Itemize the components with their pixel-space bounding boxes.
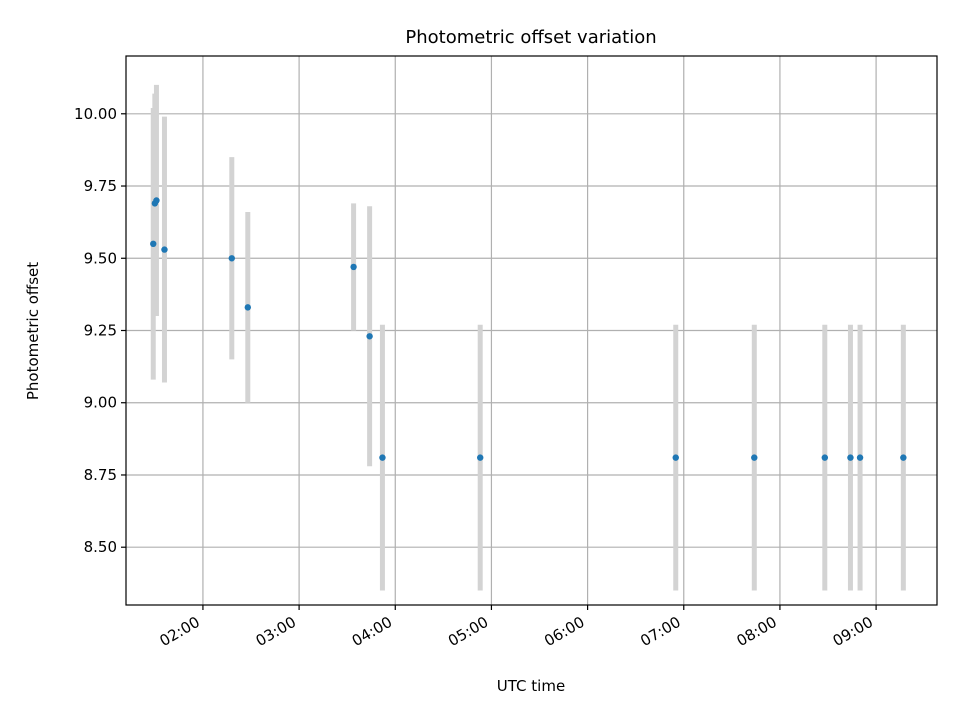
x-tick-label: 03:00 [253,613,299,650]
x-tick-label: 07:00 [637,613,683,650]
grid [126,56,937,605]
y-tick-label: 9.50 [84,249,117,267]
y-axis-label: Photometric offset [24,262,42,400]
data-point [153,197,160,204]
data-point [228,255,235,262]
y-axis-ticks: 8.50 8.75 9.00 9.25 9.50 9.75 10.00 [74,105,126,556]
y-tick-label: 8.75 [84,466,117,484]
error-bars [150,84,906,591]
x-tick-label: 06:00 [541,613,587,650]
x-tick-label: 05:00 [445,613,491,650]
data-point [856,454,864,461]
y-tick-label: 9.75 [84,177,117,195]
data-point [150,240,157,248]
data-point [751,454,758,461]
y-tick-label: 8.50 [84,538,117,556]
y-tick-label: 9.25 [84,322,117,340]
data-point [350,263,357,271]
y-tick-label: 10.00 [74,105,117,123]
chart-title: Photometric offset variation [405,27,656,48]
x-tick-label: 02:00 [156,613,202,650]
data-point [477,454,484,461]
y-tick-label: 9.00 [84,394,117,412]
data-point [161,246,168,253]
x-axis-ticks: 02:00 03:00 04:00 05:00 06:00 07:00 08:00 09:00 [156,605,877,650]
data-point [379,454,386,461]
x-axis-label: UTC time [497,677,565,695]
data-point [244,304,252,311]
x-tick-label: 08:00 [733,613,779,650]
x-tick-label: 04:00 [349,613,395,650]
data-point [672,454,679,461]
data-point [366,333,373,340]
data-points [150,197,907,461]
data-point [900,454,907,461]
data-point [821,454,829,461]
data-point [847,454,854,461]
x-tick-label: 09:00 [830,613,876,650]
